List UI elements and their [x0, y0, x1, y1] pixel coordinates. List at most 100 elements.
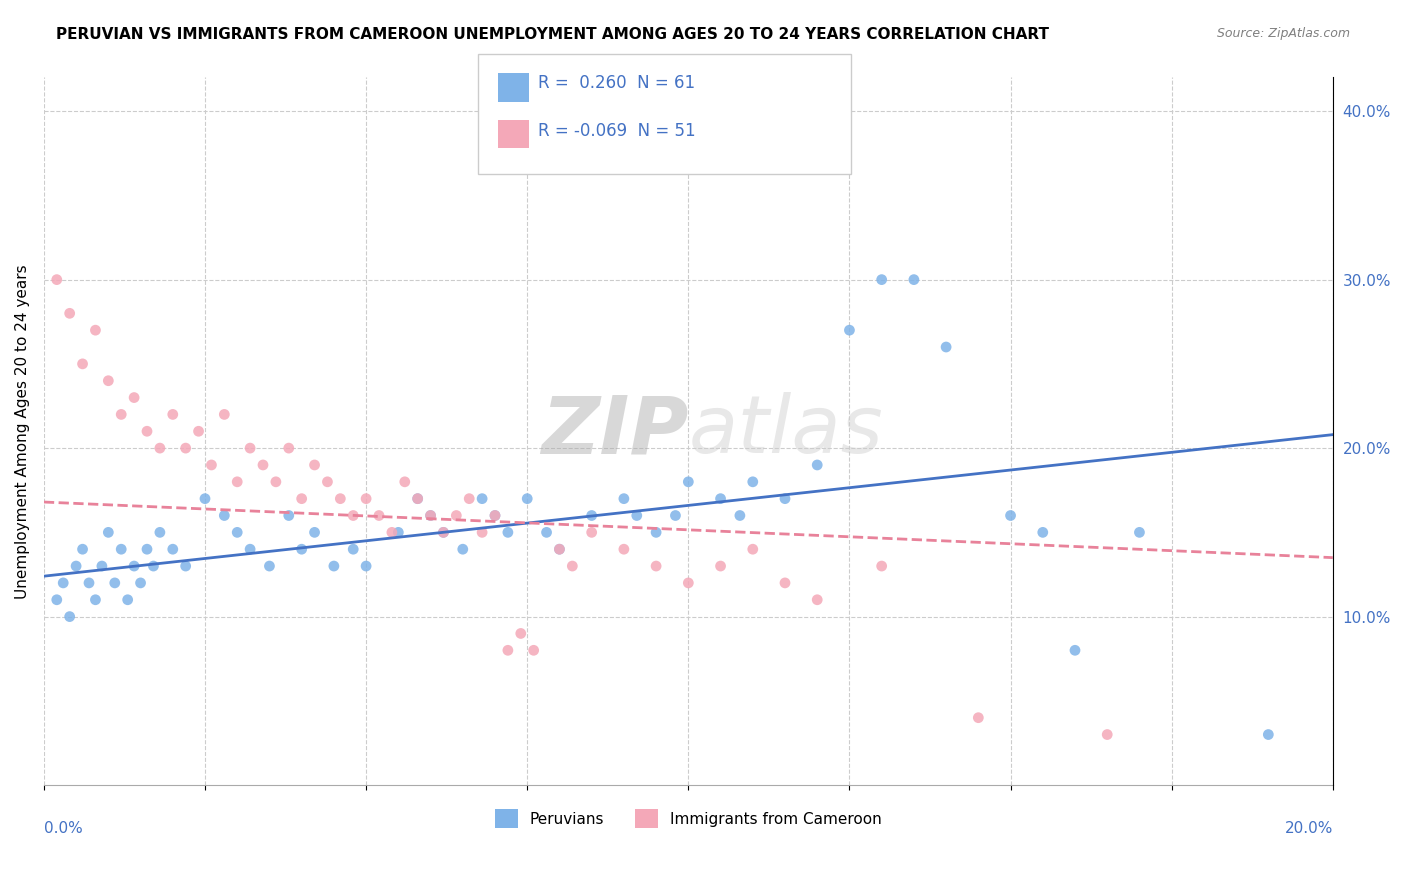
Point: [149, 525, 172, 540]
Point: [903, 272, 925, 286]
Point: [773, 575, 796, 590]
Point: [304, 525, 326, 540]
Point: [536, 525, 558, 540]
Point: [97, 374, 120, 388]
Point: [174, 441, 197, 455]
Point: [645, 525, 668, 540]
Point: [174, 559, 197, 574]
Point: [1032, 525, 1054, 540]
Point: [122, 559, 145, 574]
Text: Source: ZipAtlas.com: Source: ZipAtlas.com: [1216, 27, 1350, 40]
Point: [709, 491, 731, 506]
Point: [645, 559, 668, 574]
Point: [446, 508, 468, 523]
Point: [387, 525, 409, 540]
Point: [419, 508, 441, 523]
Point: [432, 525, 454, 540]
Point: [291, 542, 314, 557]
Point: [110, 542, 132, 557]
Point: [741, 542, 763, 557]
Point: [291, 491, 314, 506]
Point: [277, 508, 299, 523]
Point: [45, 272, 67, 286]
Point: [187, 424, 209, 438]
Point: [394, 475, 416, 489]
Point: [226, 475, 249, 489]
Point: [149, 441, 172, 455]
Point: [523, 643, 546, 657]
Text: R =  0.260  N = 61: R = 0.260 N = 61: [538, 74, 696, 92]
Point: [1064, 643, 1087, 657]
Point: [516, 491, 538, 506]
Point: [709, 559, 731, 574]
Point: [354, 559, 377, 574]
Point: [381, 525, 404, 540]
Point: [77, 575, 100, 590]
Point: [104, 575, 127, 590]
Point: [741, 475, 763, 489]
Point: [90, 559, 112, 574]
Point: [406, 491, 429, 506]
Point: [84, 323, 107, 337]
Y-axis label: Unemployment Among Ages 20 to 24 years: Unemployment Among Ages 20 to 24 years: [15, 264, 30, 599]
Text: 0.0%: 0.0%: [44, 821, 83, 836]
Point: [304, 458, 326, 472]
Point: [162, 408, 184, 422]
Point: [65, 559, 87, 574]
Legend: Peruvians, Immigrants from Cameroon: Peruvians, Immigrants from Cameroon: [489, 803, 889, 834]
Point: [484, 508, 506, 523]
Point: [194, 491, 217, 506]
Point: [200, 458, 222, 472]
Point: [548, 542, 571, 557]
Point: [967, 711, 990, 725]
Point: [97, 525, 120, 540]
Point: [252, 458, 274, 472]
Point: [136, 542, 159, 557]
Point: [1128, 525, 1150, 540]
Point: [613, 491, 636, 506]
Point: [458, 491, 481, 506]
Point: [264, 475, 287, 489]
Point: [678, 575, 700, 590]
Point: [432, 525, 454, 540]
Text: 20.0%: 20.0%: [1285, 821, 1333, 836]
Point: [581, 508, 603, 523]
Point: [136, 424, 159, 438]
Point: [509, 626, 531, 640]
Point: [419, 508, 441, 523]
Text: ZIP: ZIP: [541, 392, 689, 470]
Point: [838, 323, 860, 337]
Point: [471, 491, 494, 506]
Point: [935, 340, 957, 354]
Text: PERUVIAN VS IMMIGRANTS FROM CAMEROON UNEMPLOYMENT AMONG AGES 20 TO 24 YEARS CORR: PERUVIAN VS IMMIGRANTS FROM CAMEROON UNE…: [56, 27, 1049, 42]
Point: [581, 525, 603, 540]
Point: [368, 508, 391, 523]
Point: [259, 559, 281, 574]
Point: [239, 542, 262, 557]
Point: [84, 592, 107, 607]
Point: [561, 559, 583, 574]
Point: [129, 575, 152, 590]
Point: [354, 491, 377, 506]
Point: [664, 508, 686, 523]
Point: [870, 272, 893, 286]
Point: [451, 542, 474, 557]
Point: [626, 508, 648, 523]
Point: [122, 391, 145, 405]
Point: [214, 408, 236, 422]
Point: [162, 542, 184, 557]
Point: [342, 542, 364, 557]
Point: [471, 525, 494, 540]
Point: [214, 508, 236, 523]
Point: [59, 609, 82, 624]
Text: R = -0.069  N = 51: R = -0.069 N = 51: [538, 122, 696, 140]
Point: [1257, 727, 1279, 741]
Point: [59, 306, 82, 320]
Point: [870, 559, 893, 574]
Text: atlas: atlas: [689, 392, 883, 470]
Point: [316, 475, 339, 489]
Point: [322, 559, 344, 574]
Point: [806, 458, 828, 472]
Point: [1095, 727, 1118, 741]
Point: [142, 559, 165, 574]
